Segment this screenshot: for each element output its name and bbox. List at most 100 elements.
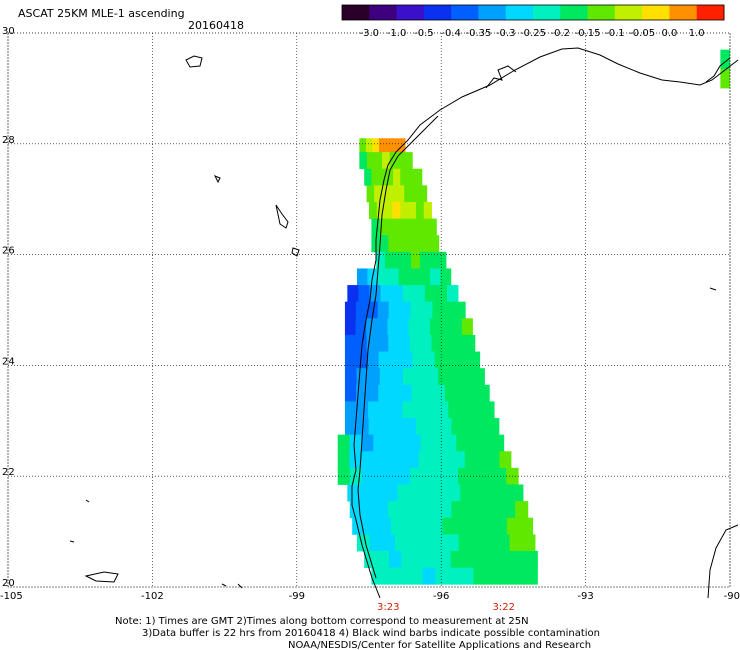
swath-cell: [402, 285, 415, 303]
longitude-label: -102: [141, 591, 164, 602]
swath-cell: [337, 434, 350, 452]
swath-cell: [468, 351, 481, 369]
swath-cell: [435, 484, 449, 502]
swath-cell: [467, 384, 479, 402]
swath-cell: [366, 152, 375, 170]
swath-cell: [431, 334, 443, 352]
swath-cell: [482, 401, 495, 419]
swath-cell: [372, 451, 385, 469]
swath-cell: [356, 351, 368, 369]
swath-cell: [429, 517, 443, 535]
swath-cell: [356, 384, 368, 402]
swath-cell: [720, 49, 730, 70]
latitude-label: 30: [2, 26, 15, 37]
swath-cell: [403, 368, 416, 386]
swath-cell: [464, 334, 476, 352]
color-bar-label: -0.4: [441, 28, 461, 39]
swath-cell: [388, 550, 402, 569]
swath-cell: [468, 517, 482, 535]
swath-cell: [432, 434, 445, 452]
color-bar-swatch: [696, 5, 725, 20]
swath-cell: [390, 517, 405, 535]
swath-cell: [476, 451, 489, 469]
swath-cell: [436, 401, 449, 419]
swath-cell: [427, 418, 441, 436]
swath-cell: [368, 368, 381, 386]
swath-cell: [407, 451, 419, 469]
map-title: ASCAT 25KM MLE-1 ascending: [18, 7, 185, 20]
color-bar-label: -0.15: [575, 28, 601, 39]
swath-cell: [409, 268, 420, 286]
lake-outline-9: [221, 583, 227, 587]
swath-cell: [400, 201, 409, 219]
bay-shoreline-2: [705, 57, 731, 83]
swath-cell: [355, 318, 367, 336]
swath-cell: [460, 484, 474, 502]
color-bar-swatch: [342, 5, 370, 20]
gulf-coast-line: [351, 47, 739, 599]
swath-cell: [385, 434, 398, 452]
swath-cell: [511, 567, 526, 585]
swath-cell: [388, 235, 398, 253]
swath-cell: [361, 434, 374, 452]
swath-cell: [413, 550, 427, 569]
swath-cell: [400, 168, 408, 186]
swath-cell: [416, 517, 430, 535]
swath-cell: [355, 334, 367, 352]
color-bar-label: -0.35: [465, 28, 491, 39]
swath-cell: [368, 418, 381, 436]
swath-cell: [475, 418, 488, 436]
swath-cell: [463, 550, 476, 569]
swath-cell: [337, 451, 350, 469]
swath-cell: [459, 401, 472, 419]
swath-cell: [430, 451, 443, 469]
swath-cell: [401, 351, 413, 369]
swath-cell: [369, 201, 378, 219]
swath-cell: [389, 351, 402, 369]
swath-cell: [376, 550, 390, 569]
latitude-label: 22: [2, 467, 15, 478]
swath-cell: [360, 451, 373, 469]
swath-cell: [460, 567, 474, 585]
swath-cell: [442, 334, 454, 352]
swath-cell: [485, 484, 499, 502]
swath-cell: [419, 185, 428, 203]
swath-cell: [446, 351, 458, 369]
swath-cell: [367, 384, 379, 402]
swath-cell: [337, 467, 351, 485]
swath-cell: [496, 534, 511, 552]
swath-cell: [506, 517, 521, 535]
bay-shoreline-1: [485, 65, 517, 89]
swath-cell: [468, 434, 481, 452]
swath-cell: [524, 567, 538, 585]
swath-cell: [377, 301, 390, 319]
swath-cell: [347, 484, 361, 502]
swath-cell: [424, 285, 437, 303]
swath-cell: [426, 368, 439, 386]
swath-cell: [352, 517, 366, 535]
swath-cell: [359, 152, 368, 170]
swath-cell: [373, 434, 386, 452]
swath-cell: [433, 534, 447, 552]
swath-cell: [400, 384, 412, 402]
swath-cell: [412, 351, 424, 369]
longitude-tick-labels: -105 -102 -99 -96 -93 -90: [0, 591, 740, 602]
swath-cell: [409, 567, 423, 585]
color-bar-swatch: [396, 5, 425, 20]
swath-cell: [344, 384, 357, 402]
swath-cell: [464, 501, 478, 519]
swath-cell: [372, 484, 386, 502]
swath-cell: [414, 368, 427, 386]
swath-cell: [404, 152, 413, 170]
swath-cell: [344, 334, 357, 352]
swath-cell: [456, 384, 468, 402]
swath-cell: [502, 501, 516, 519]
swath-cell: [367, 351, 380, 369]
swath-cell: [389, 185, 398, 203]
swath-cell: [448, 567, 462, 585]
swath-cell: [395, 218, 405, 236]
color-bar-frame: [341, 4, 725, 21]
swath-cell: [422, 484, 436, 502]
swath-cell: [438, 550, 452, 569]
swath-cell: [457, 351, 469, 369]
